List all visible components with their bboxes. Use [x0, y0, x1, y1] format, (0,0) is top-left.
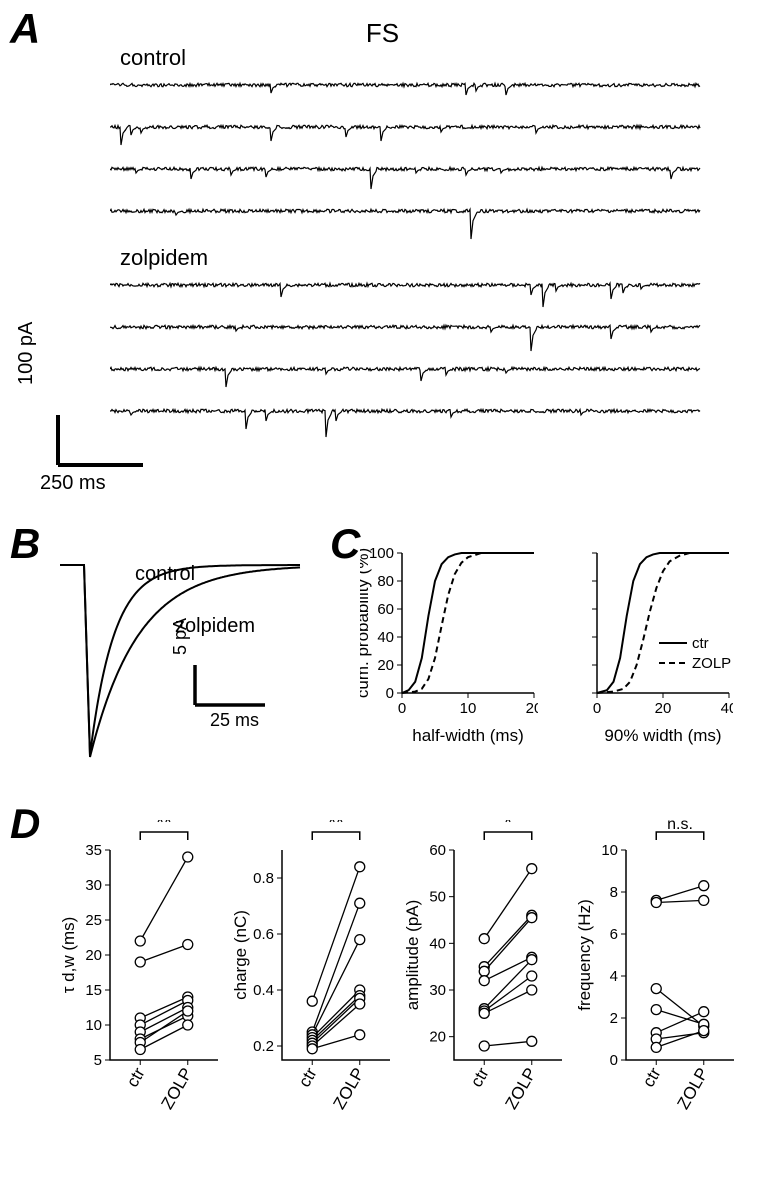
panel-d-charts: 5101520253035τ d,w (ms)ctrZOLP**0.20.40.… — [60, 820, 760, 1160]
svg-text:ZOLP: ZOLP — [502, 1065, 541, 1113]
svg-text:amplitude (pA): amplitude (pA) — [404, 900, 422, 1011]
panel-c-charts: 020406080100cum. probability (%)01020hal… — [360, 545, 760, 790]
svg-text:ctr: ctr — [639, 1064, 665, 1090]
svg-text:40: 40 — [721, 700, 733, 717]
panel-c-label: C — [330, 520, 360, 568]
svg-text:20: 20 — [655, 700, 672, 717]
svg-text:20: 20 — [377, 657, 394, 674]
svg-text:cum. probability (%): cum. probability (%) — [360, 548, 372, 698]
svg-text:n.s.: n.s. — [667, 820, 693, 833]
svg-text:ZOLP: ZOLP — [330, 1065, 369, 1113]
svg-text:20: 20 — [526, 700, 538, 717]
svg-text:80: 80 — [377, 573, 394, 590]
svg-text:ctr: ctr — [295, 1064, 321, 1090]
svg-text:*: * — [504, 820, 512, 834]
svg-text:50: 50 — [429, 889, 446, 906]
panel-a-scale-y: 100 pA — [15, 322, 38, 385]
panel-a-traces — [110, 70, 730, 490]
svg-text:ZOLP: ZOLP — [158, 1065, 197, 1113]
panel-d-label: D — [10, 800, 40, 848]
svg-text:90% width (ms): 90% width (ms) — [604, 726, 721, 745]
svg-text:charge (nC): charge (nC) — [232, 910, 250, 1000]
panel-b-control-label: control — [135, 563, 195, 586]
svg-text:**: ** — [328, 820, 344, 834]
svg-text:frequency (Hz): frequency (Hz) — [576, 899, 594, 1010]
svg-text:ctr: ctr — [692, 635, 709, 652]
svg-text:**: ** — [156, 820, 172, 834]
svg-text:10: 10 — [85, 1017, 102, 1034]
svg-text:0: 0 — [398, 700, 406, 717]
svg-text:ZOLP: ZOLP — [692, 655, 731, 672]
svg-text:30: 30 — [429, 982, 446, 999]
svg-text:30: 30 — [85, 877, 102, 894]
svg-text:60: 60 — [429, 842, 446, 859]
svg-text:0.2: 0.2 — [253, 1038, 274, 1055]
svg-text:10: 10 — [460, 700, 477, 717]
svg-text:35: 35 — [85, 842, 102, 859]
svg-text:0.4: 0.4 — [253, 982, 274, 999]
svg-text:ctr: ctr — [123, 1064, 149, 1090]
svg-text:8: 8 — [610, 884, 618, 901]
panel-a-zolpidem-label: zolpidem — [120, 245, 208, 271]
svg-text:0.6: 0.6 — [253, 926, 274, 943]
svg-text:20: 20 — [429, 1029, 446, 1046]
svg-text:10: 10 — [601, 842, 618, 859]
panel-b-label: B — [10, 520, 40, 568]
svg-text:5: 5 — [94, 1052, 102, 1069]
svg-text:4: 4 — [610, 968, 618, 985]
svg-text:40: 40 — [429, 935, 446, 952]
svg-text:ctr: ctr — [467, 1064, 493, 1090]
svg-text:100: 100 — [369, 545, 394, 562]
svg-text:20: 20 — [85, 947, 102, 964]
svg-text:60: 60 — [377, 601, 394, 618]
svg-text:0.8: 0.8 — [253, 870, 274, 887]
svg-text:half-width (ms): half-width (ms) — [412, 726, 523, 745]
svg-text:25: 25 — [85, 912, 102, 929]
svg-text:2: 2 — [610, 1010, 618, 1027]
svg-text:6: 6 — [610, 926, 618, 943]
svg-text:0: 0 — [386, 685, 394, 702]
panel-b-scale-y: 5 pA — [170, 618, 191, 655]
svg-text:τ d,w (ms): τ d,w (ms) — [60, 917, 78, 994]
panel-a-scale-x: 250 ms — [40, 472, 106, 495]
svg-text:0: 0 — [610, 1052, 618, 1069]
svg-text:0: 0 — [593, 700, 601, 717]
svg-text:15: 15 — [85, 982, 102, 999]
svg-text:ZOLP: ZOLP — [674, 1065, 713, 1113]
svg-text:40: 40 — [377, 629, 394, 646]
panel-a-control-label: control — [120, 45, 186, 71]
panel-b-scale-x: 25 ms — [210, 710, 259, 731]
